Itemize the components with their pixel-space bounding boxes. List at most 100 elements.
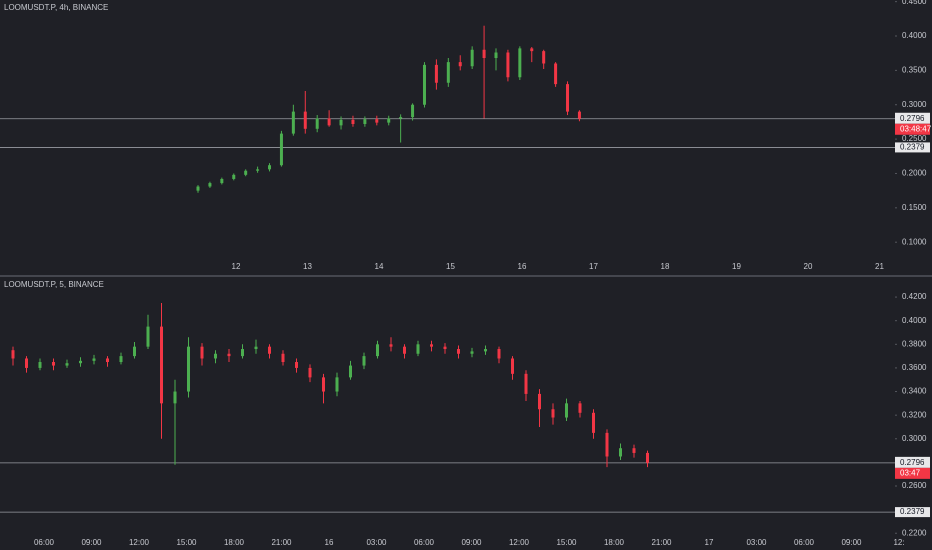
candle-body xyxy=(362,356,366,366)
countdown-box xyxy=(895,123,930,135)
x-tick-label: 12:00 xyxy=(129,538,150,547)
candle-body xyxy=(254,346,258,350)
candle-body xyxy=(363,119,367,124)
candle-body xyxy=(416,344,420,354)
countdown: 03:47 xyxy=(900,468,921,477)
candle-body xyxy=(281,353,285,363)
candle-body xyxy=(173,391,177,404)
candle-body xyxy=(497,349,501,359)
candle-body xyxy=(387,118,391,123)
x-tick-label: 03:00 xyxy=(746,538,767,547)
candle-body xyxy=(470,351,474,354)
candle-body xyxy=(315,118,319,129)
candle-body xyxy=(119,356,123,363)
candle-body xyxy=(494,52,498,59)
y-tick-label: 0.4500 xyxy=(902,0,927,6)
candle-body xyxy=(482,49,486,59)
candle-body xyxy=(511,358,514,374)
level-label: 0.2379 xyxy=(900,143,925,152)
x-tick-label: 16 xyxy=(325,538,334,547)
x-tick-label: 12:00 xyxy=(509,538,530,547)
candle-body xyxy=(79,360,82,364)
candle-body xyxy=(518,48,522,78)
x-tick-label: 06:00 xyxy=(34,538,55,547)
candle-body xyxy=(214,353,217,359)
candle-body xyxy=(592,412,595,433)
candle-body xyxy=(268,346,271,354)
x-tick-label: 17 xyxy=(589,262,598,271)
candle-body xyxy=(443,346,447,350)
y-tick-label: 0.3200 xyxy=(902,410,927,419)
y-tick-label: 0.2200 xyxy=(902,528,927,537)
countdown: 03:48:47 xyxy=(900,124,932,133)
candle-body xyxy=(470,49,474,67)
candle-body xyxy=(506,52,510,78)
level-label-box xyxy=(895,142,930,153)
candle-body xyxy=(52,362,55,366)
x-tick-label: 14 xyxy=(375,262,384,271)
candle-body xyxy=(578,403,582,413)
y-tick-label: 0.3000 xyxy=(902,434,927,443)
x-tick-label: 17 xyxy=(705,538,714,547)
candle-body xyxy=(349,365,352,378)
x-tick-label: 21 xyxy=(875,262,884,271)
candle-body xyxy=(11,350,15,359)
candle-body xyxy=(25,358,28,368)
countdown-box xyxy=(895,467,930,479)
candle-body xyxy=(220,178,224,184)
candle-body xyxy=(351,119,355,124)
x-tick-label: 09:00 xyxy=(841,538,862,547)
candle-body xyxy=(160,326,163,404)
price-label: 0.2796 xyxy=(900,114,925,123)
chart-title: LOOMUSDT.P, 5, BINANCE xyxy=(4,280,104,289)
candle-body xyxy=(295,362,298,368)
candle-body xyxy=(200,346,204,359)
x-tick-label: 21:00 xyxy=(271,538,292,547)
y-tick-label: 0.3600 xyxy=(902,363,927,372)
y-tick-label: 0.2600 xyxy=(902,481,927,490)
candle-body xyxy=(335,377,339,392)
candle-body xyxy=(339,119,343,126)
candle-body xyxy=(632,448,636,453)
x-tick-label: 16 xyxy=(518,262,527,271)
x-tick-label: 12: xyxy=(893,538,904,547)
y-tick-label: 0.1000 xyxy=(902,237,927,246)
candle-body xyxy=(303,111,307,129)
candle-body xyxy=(458,62,462,67)
x-tick-label: 15:00 xyxy=(556,538,577,547)
candle-body xyxy=(187,346,190,392)
y-tick-label: 0.3400 xyxy=(902,387,927,396)
x-tick-label: 18:00 xyxy=(604,538,625,547)
candle-body xyxy=(227,353,231,357)
candle-body xyxy=(430,344,433,347)
candle-body xyxy=(279,133,283,166)
price-label-box xyxy=(895,456,930,468)
candle-body xyxy=(577,111,581,119)
candle-body xyxy=(38,362,42,368)
candle-body xyxy=(565,403,568,418)
candle-body xyxy=(554,63,558,85)
candle-body xyxy=(457,349,460,354)
chart-title: LOOMUSDT.P, 4h, BINANCE xyxy=(4,3,108,12)
candle-body xyxy=(566,84,570,112)
x-tick-label: 19 xyxy=(732,262,741,271)
price-label: 0.2796 xyxy=(900,458,925,467)
y-tick-label: 0.2000 xyxy=(902,169,927,178)
candle-body xyxy=(538,393,541,410)
candle-body xyxy=(389,344,393,347)
x-tick-label: 09:00 xyxy=(81,538,102,547)
candle-body xyxy=(605,432,609,457)
x-tick-label: 09:00 xyxy=(461,538,482,547)
price-label-box xyxy=(895,112,930,124)
candle-body xyxy=(133,346,136,357)
x-tick-label: 12 xyxy=(232,262,241,271)
y-tick-label: 0.4200 xyxy=(902,292,927,301)
candle-body xyxy=(399,117,403,119)
candle-body xyxy=(241,349,244,357)
x-tick-label: 18:00 xyxy=(224,538,245,547)
candle-body xyxy=(619,448,622,457)
candle-body xyxy=(530,48,534,52)
candle-body xyxy=(446,62,450,83)
x-tick-label: 06:00 xyxy=(794,538,815,547)
candle-body xyxy=(542,51,546,64)
